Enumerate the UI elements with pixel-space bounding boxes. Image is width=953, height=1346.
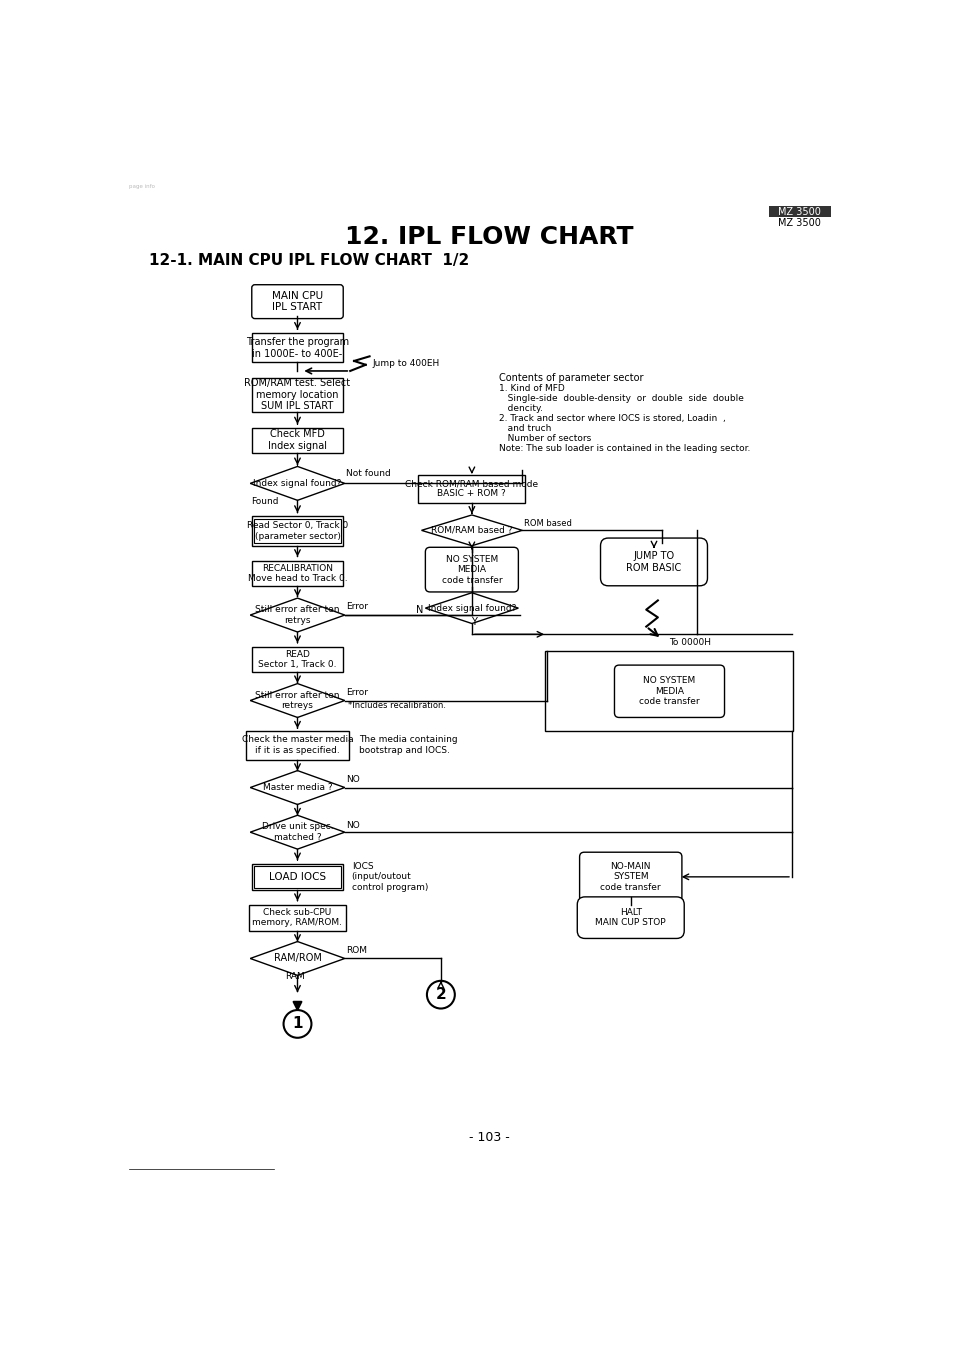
Polygon shape (421, 516, 521, 545)
Bar (253, 518, 340, 544)
Text: Not found: Not found (346, 468, 391, 478)
Text: Still error after ten
retreys: Still error after ten retreys (255, 690, 339, 711)
Bar (768, 206, 830, 217)
FancyBboxPatch shape (599, 538, 707, 586)
Text: Note: The sub loader is contained in the leading sector.: Note: The sub loader is contained in the… (498, 444, 750, 454)
Text: JUMP TO
ROM BASIC: JUMP TO ROM BASIC (626, 551, 680, 572)
Bar (252, 378, 343, 412)
Text: N: N (416, 604, 423, 615)
Text: MZ 3500: MZ 3500 (778, 206, 821, 217)
Text: To 0000H: To 0000H (669, 638, 711, 647)
Text: NO: NO (346, 775, 359, 785)
Bar (252, 517, 343, 545)
Text: NO SYSTEM
MEDIA
code transfer: NO SYSTEM MEDIA code transfer (639, 677, 700, 707)
Bar (253, 865, 340, 887)
Text: HALT
MAIN CUP STOP: HALT MAIN CUP STOP (595, 909, 665, 927)
Text: 2: 2 (435, 987, 446, 1003)
Text: IOCS
(input/outout
control program): IOCS (input/outout control program) (352, 861, 428, 892)
Text: Number of sectors: Number of sectors (498, 435, 591, 443)
FancyBboxPatch shape (579, 852, 681, 902)
Text: Jump to 400EH: Jump to 400EH (373, 359, 439, 367)
Bar (252, 647, 343, 672)
Text: Error: Error (346, 602, 368, 611)
Bar (252, 428, 343, 452)
Polygon shape (250, 467, 344, 501)
Bar (545, 651, 793, 731)
Text: *Includes recalibration.: *Includes recalibration. (348, 701, 445, 709)
Text: Drive unit spec.
matched ?: Drive unit spec. matched ? (261, 822, 333, 841)
Polygon shape (250, 598, 344, 633)
Text: Error: Error (346, 688, 368, 697)
Text: ROM/RAM test. Select
memory location
SUM IPL START: ROM/RAM test. Select memory location SUM… (244, 378, 350, 412)
Text: 12. IPL FLOW CHART: 12. IPL FLOW CHART (344, 225, 633, 249)
Text: 1. Kind of MFD: 1. Kind of MFD (498, 384, 564, 393)
Bar (252, 334, 343, 362)
Text: Single-side  double-density  or  double  side  double: Single-side double-density or double sid… (498, 394, 743, 402)
Text: and truch: and truch (498, 424, 551, 433)
Text: The media containing
bootstrap and IOCS.: The media containing bootstrap and IOCS. (359, 735, 457, 755)
Text: MZ 3500: MZ 3500 (778, 218, 821, 227)
FancyBboxPatch shape (614, 665, 723, 717)
Text: READ
Sector 1, Track 0.: READ Sector 1, Track 0. (258, 650, 336, 669)
Text: Check MFD
Index signal: Check MFD Index signal (268, 429, 327, 451)
Text: Read Sector 0, Track 0
(parameter sector): Read Sector 0, Track 0 (parameter sector… (247, 521, 348, 541)
Text: Check sub-CPU
memory, RAM/ROM.: Check sub-CPU memory, RAM/ROM. (253, 909, 342, 927)
Text: - 103 -: - 103 - (468, 1132, 509, 1144)
Text: Transfer the program
in 1000E- to 400E-: Transfer the program in 1000E- to 400E- (246, 336, 349, 358)
Text: NO: NO (346, 821, 359, 829)
Text: LOAD IOCS: LOAD IOCS (269, 872, 326, 882)
Text: Master media ?: Master media ? (262, 783, 332, 791)
Text: 12-1. MAIN CPU IPL FLOW CHART  1/2: 12-1. MAIN CPU IPL FLOW CHART 1/2 (149, 253, 469, 268)
FancyBboxPatch shape (577, 896, 683, 938)
Text: NO SYSTEM
MEDIA
code transfer: NO SYSTEM MEDIA code transfer (441, 555, 501, 584)
Bar (245, 731, 349, 759)
Text: dencity.: dencity. (498, 404, 542, 413)
Circle shape (427, 981, 455, 1008)
Polygon shape (425, 592, 517, 623)
FancyBboxPatch shape (252, 285, 343, 319)
Text: 1: 1 (292, 1016, 302, 1031)
Bar (252, 561, 343, 586)
Polygon shape (250, 942, 344, 976)
FancyBboxPatch shape (425, 548, 517, 592)
Text: 2. Track and sector where IOCS is stored, Loadin  ,: 2. Track and sector where IOCS is stored… (498, 415, 725, 423)
Text: RAM/ROM: RAM/ROM (274, 953, 321, 964)
Polygon shape (250, 771, 344, 805)
Text: ROM: ROM (346, 946, 367, 956)
Polygon shape (250, 816, 344, 849)
Text: Index signal found?: Index signal found? (427, 603, 516, 612)
Circle shape (283, 1010, 311, 1038)
Text: Check ROM/RAM based mode
BASIC + ROM ?: Check ROM/RAM based mode BASIC + ROM ? (405, 479, 537, 498)
Text: RAM: RAM (285, 972, 305, 981)
Text: MAIN CPU
IPL START: MAIN CPU IPL START (272, 291, 323, 312)
Bar (252, 864, 343, 890)
Text: page info: page info (129, 183, 154, 188)
Text: Index signal found?: Index signal found? (253, 479, 341, 487)
Text: Contents of parameter sector: Contents of parameter sector (498, 373, 643, 384)
Text: NO-MAIN
SYSTEM
code transfer: NO-MAIN SYSTEM code transfer (599, 861, 660, 892)
Text: Still error after ten
retrys: Still error after ten retrys (255, 606, 339, 625)
Text: RECALIBRATION
Move head to Track 0.: RECALIBRATION Move head to Track 0. (248, 564, 347, 583)
Polygon shape (250, 684, 344, 717)
Text: Found: Found (251, 498, 278, 506)
Text: Y: Y (471, 616, 476, 627)
Text: Check the master media
if it is as specified.: Check the master media if it is as speci… (241, 735, 353, 755)
Text: ROM based: ROM based (523, 520, 571, 528)
Bar (249, 905, 345, 930)
Text: ROM/RAM based ?: ROM/RAM based ? (431, 526, 512, 534)
Bar (418, 475, 525, 502)
